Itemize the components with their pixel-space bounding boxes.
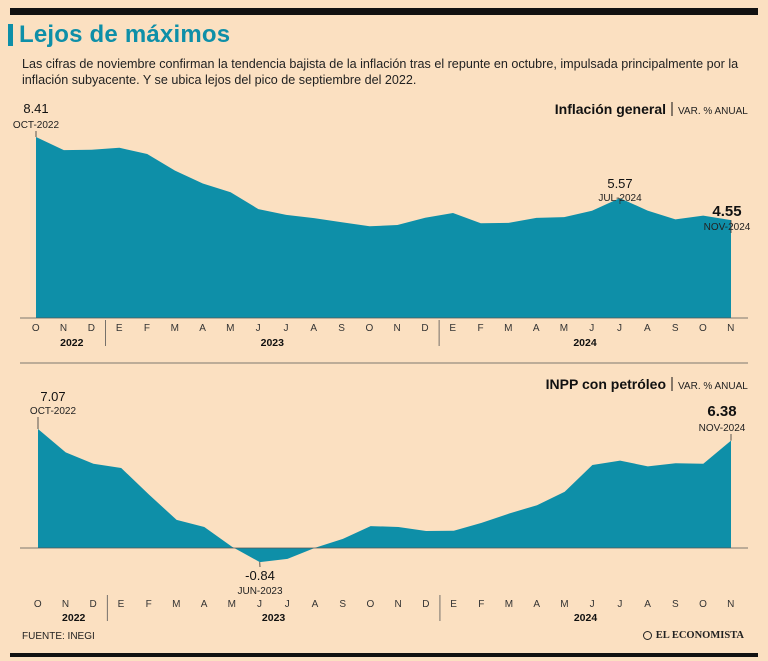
month-label-0-2: D	[88, 323, 96, 334]
month-label-0-24: O	[699, 323, 707, 334]
top-rule	[10, 8, 758, 15]
month-label-0-4: F	[144, 323, 151, 334]
annotation-date-1-1: JUN-2023	[237, 586, 282, 597]
month-label-0-11: S	[338, 323, 345, 334]
month-label-1-11: S	[339, 599, 346, 610]
year-label-0-0: 2022	[60, 337, 84, 349]
month-label-1-13: N	[395, 599, 403, 610]
month-label-1-1: N	[62, 599, 70, 610]
month-label-1-21: J	[617, 599, 623, 610]
month-label-0-1: N	[60, 323, 68, 334]
year-label-1-2: 2024	[574, 612, 598, 624]
page-subtitle: Las cifras de noviembre confirman la ten…	[22, 57, 739, 87]
month-label-0-18: A	[533, 323, 540, 334]
month-label-0-7: M	[226, 323, 235, 334]
month-label-1-6: A	[201, 599, 208, 610]
chart-title-1: INPP con petróleo	[546, 376, 666, 392]
publisher-logo: EL ECONOMISTA	[642, 630, 744, 641]
page-title: Lejos de máximos	[19, 21, 231, 48]
month-label-0-3: E	[116, 323, 123, 334]
month-label-1-4: F	[146, 599, 153, 610]
year-label-0-2: 2024	[573, 337, 597, 349]
month-label-0-22: A	[644, 323, 651, 334]
month-label-0-17: M	[504, 323, 513, 334]
month-label-1-10: A	[312, 599, 319, 610]
publisher-name: EL ECONOMISTA	[655, 630, 744, 641]
year-label-0-1: 2023	[261, 337, 285, 349]
month-label-1-7: M	[228, 599, 237, 610]
month-label-1-12: O	[366, 599, 374, 610]
title-accent-bar	[8, 24, 13, 46]
chart-title-0: Inflación general	[555, 101, 666, 117]
month-label-0-14: D	[421, 323, 429, 334]
month-label-0-19: M	[560, 323, 569, 334]
month-label-0-21: J	[617, 323, 623, 334]
annotation-value-1-2: 6.38	[707, 403, 736, 420]
month-label-1-25: N	[727, 599, 735, 610]
month-label-1-0: O	[34, 599, 42, 610]
month-label-1-5: M	[172, 599, 181, 610]
month-label-1-18: A	[533, 599, 540, 610]
month-label-0-25: N	[727, 323, 735, 334]
year-label-1-0: 2022	[62, 612, 86, 624]
annotation-value-1-1: -0.84	[245, 568, 275, 583]
month-label-1-2: D	[90, 599, 98, 610]
annotation-value-0-2: 4.55	[712, 203, 741, 220]
chart-unit-0: VAR. % ANUAL	[678, 106, 748, 117]
annotation-value-1-0: 7.07	[40, 389, 65, 404]
month-label-1-3: E	[118, 599, 125, 610]
area-series-0	[36, 137, 731, 318]
chart-unit-1: VAR. % ANUAL	[678, 381, 748, 392]
month-label-0-13: N	[394, 323, 402, 334]
month-label-0-6: A	[199, 323, 206, 334]
month-label-0-15: E	[449, 323, 456, 334]
month-label-1-17: M	[505, 599, 514, 610]
month-label-0-10: A	[310, 323, 317, 334]
annotation-value-0-0: 8.41	[23, 101, 48, 116]
month-label-0-12: O	[365, 323, 373, 334]
month-label-0-20: J	[589, 323, 595, 334]
month-label-1-23: S	[672, 599, 679, 610]
bottom-rule	[10, 653, 758, 657]
annotation-date-0-0: OCT-2022	[13, 120, 60, 131]
month-label-1-8: J	[257, 599, 263, 610]
annotation-date-1-2: NOV-2024	[699, 423, 746, 434]
month-label-1-19: M	[560, 599, 569, 610]
month-label-1-15: E	[450, 599, 457, 610]
month-label-0-16: F	[477, 323, 484, 334]
annotation-date-1-0: OCT-2022	[30, 406, 77, 417]
title-block: Lejos de máximos	[8, 21, 231, 48]
month-label-0-0: O	[32, 323, 40, 334]
year-label-1-1: 2023	[262, 612, 286, 624]
month-label-1-9: J	[285, 599, 291, 610]
month-label-1-14: D	[422, 599, 430, 610]
annotation-date-0-1: JUL-2024	[598, 193, 642, 204]
month-label-1-16: F	[478, 599, 485, 610]
month-label-0-5: M	[171, 323, 180, 334]
month-label-0-8: J	[256, 323, 262, 334]
logo-circle-icon	[642, 631, 652, 640]
annotation-date-0-2: NOV-2024	[704, 222, 751, 233]
area-series-1	[38, 429, 731, 563]
month-label-1-24: O	[699, 599, 707, 610]
annotation-value-0-1: 5.57	[607, 176, 632, 191]
month-label-1-20: J	[590, 599, 596, 610]
source-note: FUENTE: INEGI	[22, 631, 95, 642]
month-label-1-22: A	[644, 599, 651, 610]
month-label-0-9: J	[283, 323, 289, 334]
month-label-0-23: S	[672, 323, 679, 334]
